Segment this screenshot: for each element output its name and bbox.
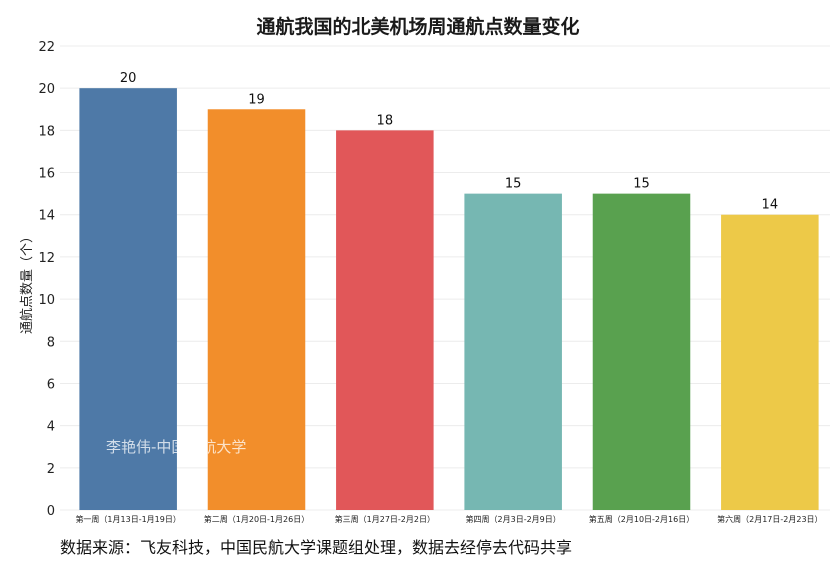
y-tick-label: 20 — [38, 82, 55, 97]
y-tick-label: 16 — [38, 167, 55, 182]
bar — [336, 130, 434, 510]
data-labels: 20 19 18 15 15 14 — [120, 71, 778, 213]
x-tick-label: 第三周（1月27日-2月2日） — [335, 514, 435, 524]
y-tick-label: 2 — [47, 462, 55, 477]
y-axis: 0 2 4 6 8 10 12 14 16 18 20 22 — [38, 40, 55, 519]
data-label: 19 — [248, 92, 265, 107]
data-label: 20 — [120, 71, 137, 86]
x-tick-label: 第五周（2月10日-2月16日） — [589, 514, 694, 524]
data-label: 15 — [633, 177, 650, 192]
y-tick-label: 4 — [47, 420, 55, 435]
bar — [464, 193, 562, 511]
bar — [592, 193, 691, 511]
x-tick-label: 第二周（1月20日-1月26日） — [204, 514, 309, 524]
y-tick-label: 8 — [47, 335, 55, 350]
y-axis-label: 通航点数量（个） — [19, 230, 35, 334]
y-tick-label: 18 — [38, 124, 55, 139]
x-tick-label: 第一周（1月13日-1月19日） — [75, 514, 180, 524]
x-tick-label: 第四周（2月3日-2月9日） — [466, 514, 561, 524]
x-tick-label: 第六周（2月17日-2月23日） — [717, 514, 822, 524]
y-tick-label: 22 — [38, 40, 55, 55]
gridlines — [60, 45, 830, 511]
bar — [207, 109, 306, 510]
chart-title: 通航我国的北美机场周通航点数量变化 — [256, 16, 580, 38]
bar — [79, 88, 177, 510]
y-tick-label: 12 — [38, 251, 55, 266]
x-axis: 第一周（1月13日-1月19日） 第二周（1月20日-1月26日） 第三周（1月27… — [75, 514, 822, 524]
source-note: 数据来源：飞友科技，中国民航大学课题组处理，数据去经停去代码共享 — [60, 538, 573, 557]
bar — [721, 214, 819, 510]
data-label: 18 — [377, 113, 394, 128]
y-tick-label: 10 — [38, 293, 55, 308]
data-label: 14 — [762, 198, 779, 213]
y-tick-label: 14 — [38, 209, 55, 224]
y-tick-label: 0 — [47, 504, 55, 519]
y-tick-label: 6 — [47, 377, 55, 392]
data-label: 15 — [505, 177, 522, 192]
bars — [79, 88, 819, 511]
watermark-text: 李艳伟-中国民航大学 — [106, 438, 247, 456]
